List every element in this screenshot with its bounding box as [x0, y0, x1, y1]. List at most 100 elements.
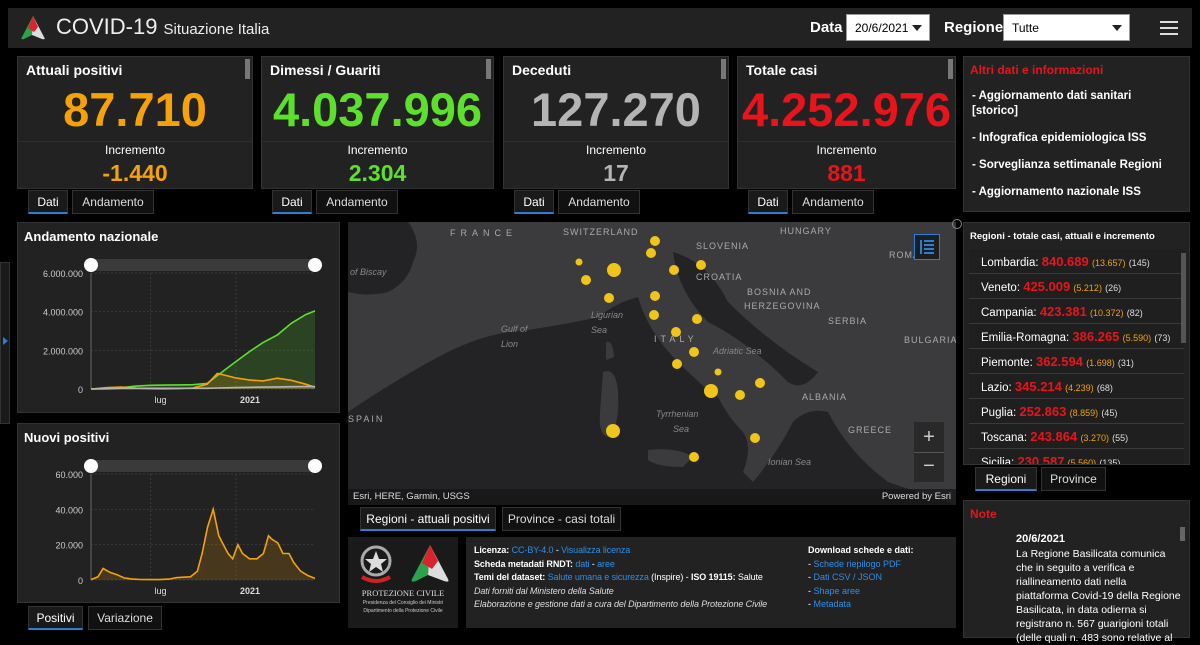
region-marker[interactable]: [581, 275, 591, 285]
legend-list-icon[interactable]: [914, 234, 940, 260]
region-marker[interactable]: [714, 368, 722, 376]
elaborazione-text: Elaborazione e gestione dati a cura del …: [474, 599, 768, 609]
region-marker[interactable]: [649, 310, 659, 320]
tab-province[interactable]: Province: [1041, 467, 1106, 491]
scrollbar[interactable]: [1180, 527, 1185, 541]
region-row[interactable]: Sicilia: 230.587 (5.560) (135): [969, 449, 1184, 465]
region-row[interactable]: Piemonte: 362.594 (1.698) (31): [969, 349, 1184, 374]
download-csv-link[interactable]: Dati CSV / JSON: [813, 572, 883, 582]
range-slider-handle[interactable]: [84, 459, 98, 473]
region-marker[interactable]: [646, 248, 656, 258]
region-marker[interactable]: [650, 236, 660, 246]
region-row[interactable]: Emilia-Romagna: 386.265 (5.590) (73): [969, 324, 1184, 349]
download-metadata-link[interactable]: Metadata: [813, 599, 852, 609]
fullscreen-icon[interactable]: [952, 219, 962, 229]
region-label: Regione: [944, 19, 1004, 36]
region-marker[interactable]: [650, 291, 660, 301]
tab-andamento[interactable]: Andamento: [316, 190, 398, 214]
rndt-aree-link[interactable]: aree: [597, 558, 615, 569]
region-marker[interactable]: [755, 378, 765, 388]
region-row[interactable]: Campania: 423.381 (10.372) (82): [969, 299, 1184, 324]
region-row[interactable]: Toscana: 243.864 (3.270) (55): [969, 424, 1184, 449]
region-marker[interactable]: [689, 347, 699, 357]
licenza-link[interactable]: CC-BY-4.0: [511, 545, 554, 555]
map-view[interactable]: FRANCE SWITZERLAND SLOVENIA HUNGARY CROA…: [348, 222, 956, 505]
info-link-sorveglianza[interactable]: - Sorveglianza settimanale Regioni: [972, 159, 1162, 171]
tab-regioni[interactable]: Regioni: [975, 467, 1037, 491]
info-link-dati-sanitari[interactable]: - Aggiornamento dati sanitari [storico]: [972, 90, 1132, 117]
info-link-infografica[interactable]: - Infografica epidemiologica ISS: [972, 132, 1147, 144]
tab-positivi[interactable]: Positivi: [28, 606, 83, 630]
tab-dati[interactable]: Dati: [514, 190, 554, 214]
date-label: Data: [810, 19, 843, 36]
scrollbar[interactable]: [486, 59, 491, 79]
tab-province-casi-totali[interactable]: Province - casi totali: [502, 507, 621, 531]
region-row[interactable]: Lazio: 345.214 (4.239) (68): [969, 374, 1184, 399]
region-marker[interactable]: [604, 293, 614, 303]
region-total: 230.587: [1017, 454, 1065, 465]
logo-sub1: Presidenza del Consiglio dei Ministri: [362, 600, 444, 606]
date-select[interactable]: 20/6/2021: [846, 14, 930, 41]
side-panel-toggle[interactable]: [0, 262, 10, 424]
tab-andamento[interactable]: Andamento: [558, 190, 640, 214]
footer-info: Licenza: CC-BY-4.0 - Visualizza licenza …: [466, 537, 956, 628]
hamburger-icon[interactable]: [1160, 18, 1178, 36]
map-label-france: FRANCE: [450, 228, 518, 238]
tab-andamento[interactable]: Andamento: [792, 190, 874, 214]
region-marker[interactable]: [750, 433, 760, 443]
region-marker[interactable]: [735, 390, 745, 400]
region-marker[interactable]: [696, 260, 706, 270]
scrollbar[interactable]: [948, 59, 953, 79]
licenza-label: Licenza:: [474, 545, 510, 555]
region-marker[interactable]: [672, 359, 682, 369]
zoom-out-button[interactable]: −: [914, 452, 944, 482]
range-slider-handle[interactable]: [308, 258, 322, 272]
map-label-romania: ROMA: [889, 250, 920, 260]
region-row[interactable]: Lombardia: 840.689 (13.657) (145): [969, 249, 1184, 274]
region-increment: (135): [1099, 458, 1121, 465]
region-name: Lombardia:: [981, 257, 1039, 269]
zoom-in-button[interactable]: +: [923, 426, 935, 448]
tab-dati[interactable]: Dati: [28, 190, 68, 214]
map-sea-gulf: Gulf of: [501, 324, 528, 334]
visualizza-licenza-link[interactable]: Visualizza licenza: [561, 545, 631, 555]
nuovi-positivi-chart[interactable]: 0 20.000 40.000 60.000 lug 2021: [18, 454, 339, 604]
scrollbar[interactable]: [245, 59, 250, 79]
map-zoom-control: + −: [914, 422, 944, 482]
chart-title: Andamento nazionale: [24, 229, 159, 244]
temi-link[interactable]: Salute umana e sicurezza: [547, 572, 649, 582]
card-title: Deceduti: [512, 62, 572, 78]
region-marker[interactable]: [689, 452, 699, 462]
powered-by-esri[interactable]: Powered by Esri: [881, 491, 951, 502]
region-marker[interactable]: [575, 258, 583, 266]
tab-andamento[interactable]: Andamento: [72, 190, 154, 214]
rndt-dati-link[interactable]: dati: [575, 558, 590, 569]
region-marker[interactable]: [671, 327, 681, 337]
tab-regioni-attuali-positivi[interactable]: Regioni - attuali positivi: [360, 507, 496, 531]
region-attuali: (4.239): [1065, 383, 1094, 393]
region-select[interactable]: Tutte: [1003, 14, 1130, 41]
region-marker[interactable]: [704, 384, 718, 398]
note-title: Note: [970, 507, 997, 521]
region-row[interactable]: Veneto: 425.009 (5.212) (26): [969, 274, 1184, 299]
region-total: 425.009: [1023, 279, 1071, 294]
region-marker[interactable]: [669, 265, 679, 275]
region-marker[interactable]: [606, 424, 620, 438]
range-slider-handle[interactable]: [308, 459, 322, 473]
download-shape-link[interactable]: Shape aree: [813, 585, 861, 596]
series-line: [90, 506, 316, 581]
tab-variazione[interactable]: Variazione: [88, 606, 162, 630]
andamento-chart[interactable]: 0 2.000.000 4.000.000 6.000.000 lug 2021: [18, 253, 339, 413]
tab-dati[interactable]: Dati: [272, 190, 312, 214]
scrollbar[interactable]: [721, 59, 726, 79]
info-link-iss[interactable]: - Aggiornamento nazionale ISS: [972, 186, 1141, 198]
region-marker[interactable]: [692, 314, 702, 324]
region-name: Puglia:: [981, 407, 1017, 419]
region-marker[interactable]: [607, 263, 621, 277]
range-slider-handle[interactable]: [84, 258, 98, 272]
tab-dati[interactable]: Dati: [748, 190, 788, 214]
download-pdf-link[interactable]: Schede riepilogo PDF: [813, 558, 902, 569]
region-row[interactable]: Puglia: 252.863 (8.859) (45): [969, 399, 1184, 424]
region-attuali: (1.698): [1086, 358, 1115, 368]
scrollbar[interactable]: [1181, 253, 1186, 343]
